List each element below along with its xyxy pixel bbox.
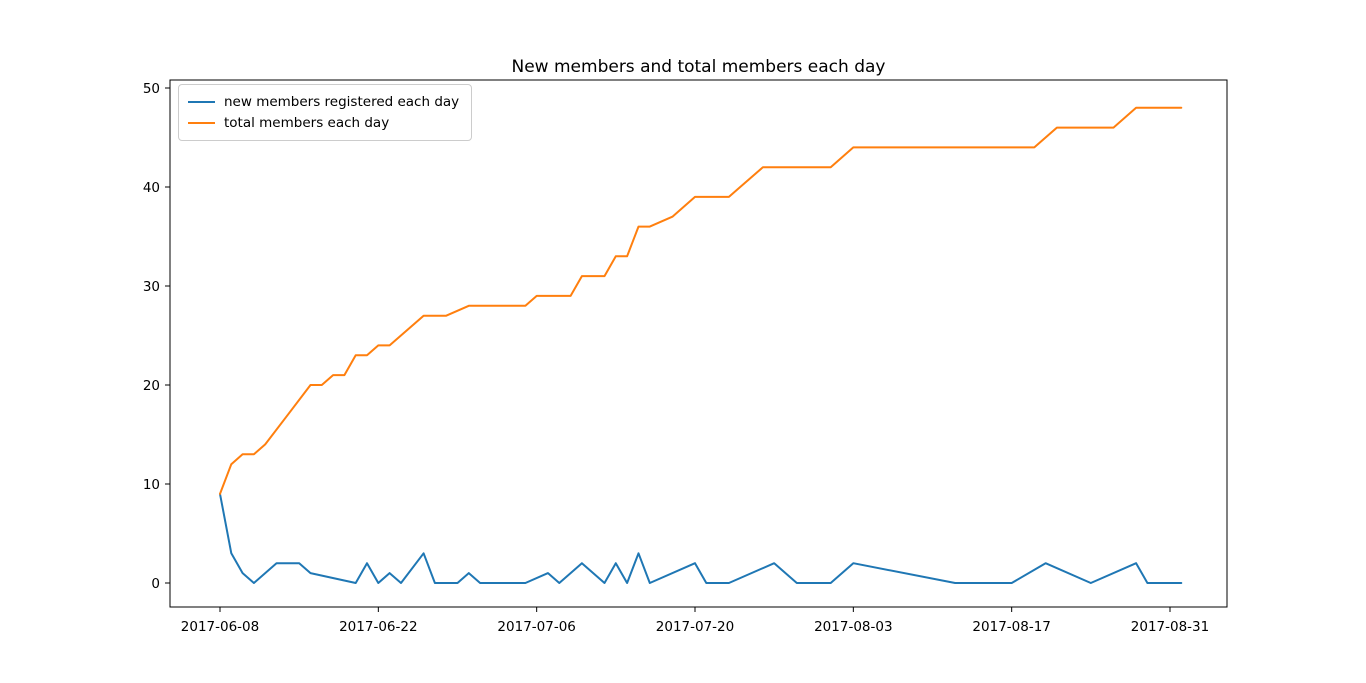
legend: new members registered each day total me… — [178, 84, 473, 141]
axes-frame — [169, 79, 1228, 608]
x-tick-label: 2017-08-03 — [814, 619, 892, 635]
legend-entry-total-members: total members each day — [188, 112, 459, 133]
x-tick-label: 2017-08-31 — [1131, 619, 1209, 635]
total-members-line — [219, 106, 1183, 495]
legend-label-new-members: new members registered each day — [224, 93, 460, 110]
x-tick-label: 2017-06-22 — [339, 619, 417, 635]
x-tick-label: 2017-08-17 — [972, 619, 1050, 635]
y-tick-label: 10 — [143, 477, 160, 493]
y-tick-label: 0 — [151, 576, 160, 592]
legend-label-total-members: total members each day — [224, 114, 390, 131]
legend-line-swatch-total-members-icon — [188, 121, 215, 124]
x-tick-label: 2017-07-20 — [656, 619, 734, 635]
y-tick-label: 50 — [143, 81, 160, 97]
x-tick-label: 2017-07-06 — [497, 619, 575, 635]
chart-title: New members and total members each day — [511, 57, 886, 77]
legend-line-swatch-new-members-icon — [188, 100, 215, 103]
y-tick-label: 40 — [143, 180, 160, 196]
x-tick-label: 2017-06-08 — [181, 619, 259, 635]
y-tick-label: 30 — [143, 279, 160, 295]
legend-entry-new-members: new members registered each day — [188, 91, 459, 112]
y-tick-label: 20 — [143, 378, 160, 394]
new-members-line — [219, 492, 1183, 584]
